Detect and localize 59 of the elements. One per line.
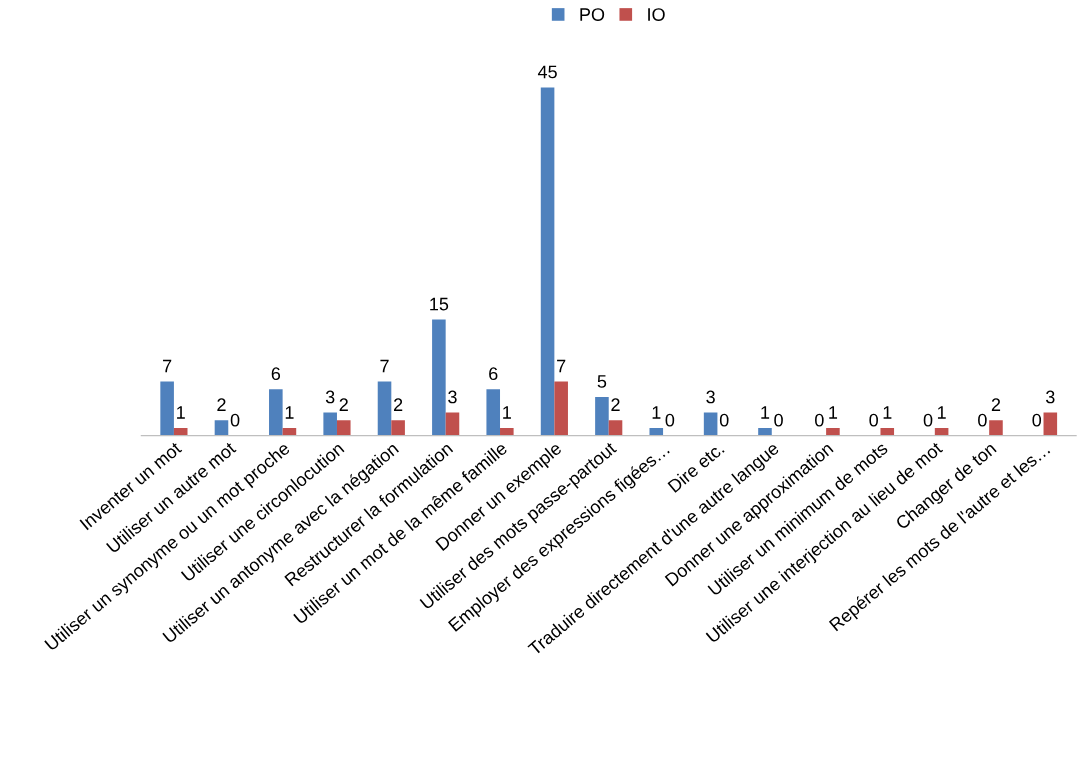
data-label: 1 — [503, 406, 511, 419]
bar — [608, 420, 623, 436]
data-label: 0 — [774, 413, 783, 427]
bar — [336, 420, 351, 436]
data-label: 1 — [285, 406, 294, 419]
bar — [758, 427, 772, 436]
data-label: 3 — [706, 390, 715, 404]
bar — [323, 412, 337, 436]
bar — [540, 87, 555, 436]
bar — [160, 381, 174, 436]
data-label: 5 — [597, 375, 607, 388]
data-label: 1 — [883, 406, 892, 419]
data-label: 7 — [557, 359, 566, 373]
bar — [486, 389, 501, 436]
data-label: 1 — [652, 406, 661, 419]
legend-label: PO — [580, 8, 605, 21]
data-label: 2 — [991, 398, 1001, 411]
data-label: 0 — [815, 413, 824, 427]
data-label: 0 — [665, 413, 675, 427]
data-label: 3 — [448, 390, 457, 404]
data-label: 2 — [339, 398, 348, 411]
data-label: 0 — [1032, 413, 1042, 427]
data-label: 7 — [380, 359, 389, 373]
data-label: 2 — [611, 398, 620, 411]
bar — [989, 420, 1003, 436]
data-label: 1 — [177, 406, 185, 419]
bar — [880, 427, 895, 436]
bar — [649, 427, 664, 436]
bar — [377, 381, 392, 436]
bar — [826, 427, 840, 436]
data-label: 7 — [163, 359, 172, 373]
data-label: 1 — [761, 406, 770, 419]
data-label: 1 — [829, 406, 838, 419]
bar — [391, 420, 405, 436]
data-label: 45 — [537, 65, 557, 79]
data-label: 6 — [271, 367, 281, 381]
data-label: 15 — [430, 297, 449, 311]
data-label: 3 — [1045, 390, 1055, 404]
data-label: 1 — [937, 406, 946, 419]
data-label: 0 — [719, 413, 729, 427]
data-label: 3 — [325, 390, 335, 404]
bar — [432, 319, 446, 436]
data-label: 2 — [394, 398, 403, 411]
bar — [214, 420, 229, 436]
bar — [500, 427, 514, 436]
data-label: 0 — [978, 413, 987, 427]
bar — [703, 412, 718, 436]
bar — [173, 427, 188, 436]
data-label: 6 — [489, 367, 498, 381]
data-label: 0 — [230, 413, 240, 427]
bar — [554, 381, 568, 436]
data-label: 0 — [923, 413, 933, 427]
bar — [1043, 412, 1058, 436]
bar — [269, 389, 283, 436]
data-label: 0 — [869, 413, 878, 427]
bar — [445, 412, 460, 436]
bar — [595, 396, 609, 436]
data-label: 2 — [217, 398, 226, 411]
legend-label: IO — [648, 8, 665, 21]
